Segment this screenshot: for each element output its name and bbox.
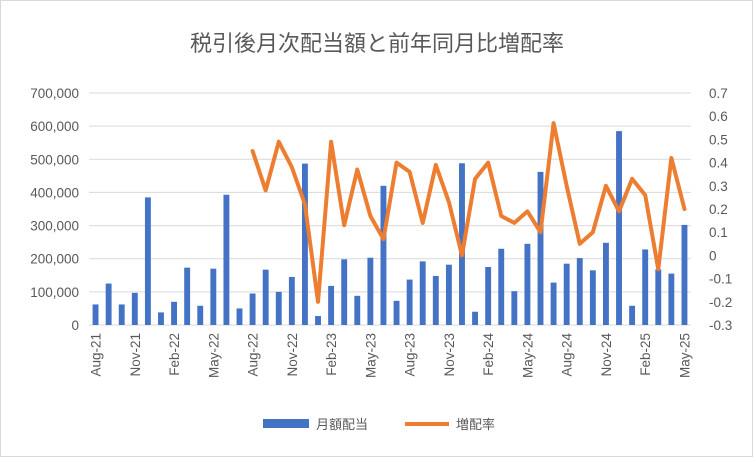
bar [144,197,151,325]
bar [642,249,649,325]
x-tick-label: Aug-21 [89,333,104,377]
bar [249,293,256,325]
y-left-tick-label: 200,000 [30,252,79,267]
bar [328,285,335,325]
bar [511,291,518,325]
x-tick-label: Feb-22 [167,333,182,376]
bar [393,300,400,325]
x-tick-label: Feb-24 [481,333,496,376]
chart-title: 税引後月次配当額と前年同月比増配率 [190,32,564,57]
bar [589,270,596,325]
bar [315,316,321,325]
growth-rate-line [250,121,687,304]
x-tick-label: May-24 [520,333,535,379]
x-tick-label: Feb-25 [638,333,653,376]
bar [158,312,164,325]
bar [445,264,452,325]
bar [616,131,622,325]
y-right-tick-label: -0.2 [709,295,732,310]
x-tick-label: Aug-23 [403,333,418,377]
x-tick-label: Nov-21 [128,333,143,377]
y-left-tick-label: 600,000 [30,119,79,134]
bar [681,224,688,325]
bar [668,273,675,325]
y-left-tick-label: 300,000 [30,219,79,234]
y-axis-right: -0.3 -0.2 -0.1 0 0.1 0.2 0.3 0.4 0.5 0.6 0.7 [709,86,732,333]
x-tick-label: May-22 [206,333,221,378]
bar [472,311,479,325]
x-tick-label: Nov-23 [442,333,457,377]
bar [550,282,557,325]
bar [236,308,243,325]
y-right-tick-label: -0.3 [709,318,732,333]
y-left-tick-label: 100,000 [30,285,79,300]
line-series-growth-rate [250,121,687,304]
y-right-tick-label: 0.1 [709,225,728,240]
bar [655,269,662,325]
bar [629,305,636,325]
x-tick-label: May-25 [677,333,692,378]
bar [576,258,583,325]
y-right-tick-label: 0.7 [709,86,728,101]
bar [210,268,217,325]
bar [262,269,269,325]
bar [524,243,531,325]
bar [485,267,492,325]
legend: 月額配当 増配率 [263,417,495,433]
bar [223,194,230,325]
y-right-tick-label: 0.5 [709,132,728,147]
bar [301,163,308,325]
y-left-tick-label: 700,000 [30,86,79,101]
y-right-tick-label: 0.4 [709,156,728,171]
y-left-tick-label: 400,000 [30,185,79,200]
x-tick-label: Nov-22 [285,333,300,377]
bar [419,261,426,325]
bar [184,267,191,325]
y-right-tick-label: 0.2 [709,202,728,217]
y-left-tick-label: 500,000 [30,152,79,167]
bar [131,292,138,325]
bar [537,171,544,325]
y-right-tick-label: 0.6 [709,109,728,124]
bar [406,279,413,325]
bar [288,276,295,325]
legend-line-label: 増配率 [456,417,495,433]
bar [498,248,505,325]
y-right-tick-label: -0.1 [709,272,732,287]
bar [118,304,125,325]
x-tick-label: Aug-22 [246,333,261,377]
y-right-tick-label: 0 [709,248,717,263]
x-tick-label: Aug-24 [560,333,575,377]
bar [171,301,178,325]
x-tick-label: May-23 [363,333,378,378]
y-axis-left: 0 100,000 200,000 300,000 400,000 500,000 600,… [30,86,79,333]
legend-bar-swatch [263,419,309,428]
legend-bar-label: 月額配当 [316,418,368,433]
bar [602,242,609,325]
bar [380,185,387,325]
bar-series-monthly-dividend [92,131,688,325]
bar [341,259,348,325]
y-left-tick-label: 0 [71,318,79,333]
bar [105,283,112,325]
x-tick-label: Nov-24 [599,333,614,377]
bar [432,275,439,325]
x-tick-label: Feb-23 [324,333,339,376]
bar [275,291,282,325]
bar [367,257,374,325]
bar [92,304,99,325]
bar [563,263,570,325]
y-right-tick-label: 0.3 [709,179,728,194]
bar [197,305,204,325]
x-axis: Aug-21 Nov-21 Feb-22 May-22 Aug-22 Nov-22 Feb-… [89,333,693,379]
bar [354,295,361,325]
